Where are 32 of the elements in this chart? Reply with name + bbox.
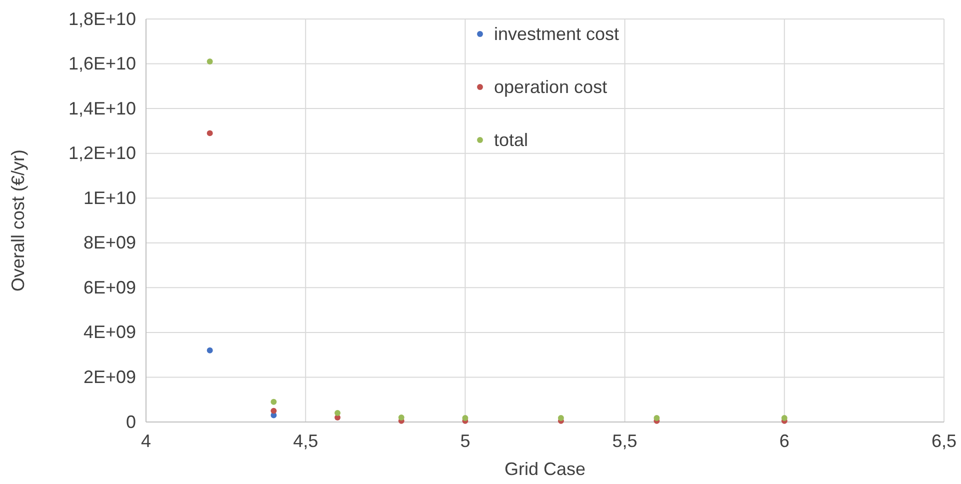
- y-tick-label: 2E+09: [83, 366, 136, 387]
- legend-label: investment cost: [494, 24, 620, 44]
- y-tick-label: 8E+09: [83, 232, 136, 253]
- y-tick-label: 1,8E+10: [68, 8, 136, 29]
- point: [398, 414, 404, 420]
- y-tick-label: 6E+09: [83, 277, 136, 298]
- y-tick-label: 1,4E+10: [68, 98, 136, 118]
- y-axis-title: Overall cost (€/yr): [8, 149, 28, 292]
- y-tick-label: 4E+09: [83, 322, 136, 342]
- y-tick-label: 0: [126, 412, 136, 432]
- x-tick-label: 5: [460, 430, 470, 451]
- x-tick-label: 6: [779, 430, 790, 451]
- point: [206, 130, 213, 136]
- point: [206, 347, 213, 354]
- x-tick-label: 4,5: [293, 430, 318, 451]
- x-axis-title: Grid Case: [504, 459, 586, 479]
- x-tick-label: 4: [140, 430, 152, 451]
- point: [654, 414, 660, 421]
- point: [781, 414, 788, 421]
- point: [334, 410, 341, 416]
- point: [462, 414, 468, 421]
- y-tick-label: 1,2E+10: [68, 143, 136, 164]
- x-tick-label: 5,5: [612, 430, 638, 451]
- y-tick-label: 1E+10: [83, 188, 136, 208]
- point: [206, 58, 213, 65]
- point: [270, 398, 277, 405]
- x-tick-label: 6,5: [931, 430, 957, 451]
- y-tick-label: 1,6E+10: [68, 54, 136, 74]
- point: [558, 414, 564, 421]
- legend-label: operation cost: [494, 77, 608, 97]
- point: [270, 408, 277, 414]
- legend-label: total: [494, 130, 528, 150]
